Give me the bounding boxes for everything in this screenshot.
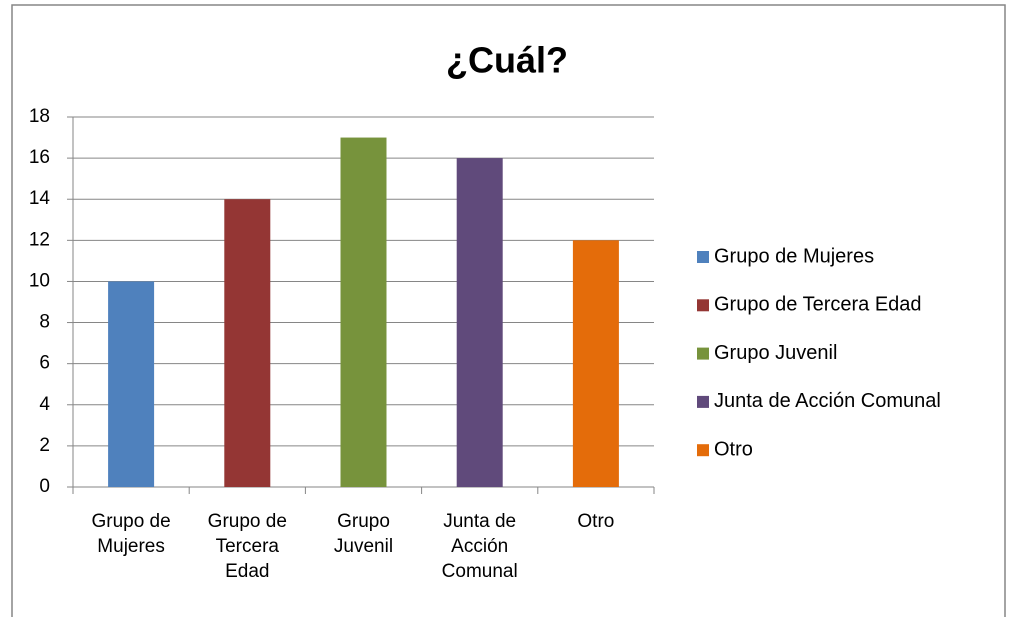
legend-swatch — [697, 395, 709, 408]
y-tick-label: 14 — [29, 188, 51, 209]
y-tick-label: 8 — [39, 312, 50, 333]
legend-swatch — [697, 347, 709, 360]
x-tick-label: Grupo de Tercera Edad — [207, 511, 287, 582]
bar — [108, 281, 155, 487]
y-tick-label: 4 — [39, 394, 50, 415]
legend-label: Grupo de Mujeres — [714, 245, 874, 267]
x-tick-label: Grupo de Mujeres — [91, 511, 171, 557]
x-tick-label: Junta de Acción Comunal — [441, 511, 518, 582]
bar — [572, 240, 619, 487]
x-tick-label: Otro — [577, 511, 615, 532]
y-tick-label: 16 — [29, 147, 50, 168]
bar — [224, 199, 271, 487]
y-tick-label: 0 — [39, 476, 50, 497]
y-tick-label: 6 — [39, 353, 50, 374]
legend-swatch — [697, 299, 709, 312]
legend-label: Grupo Juvenil — [714, 342, 837, 364]
x-tick-label: Grupo Juvenil — [333, 511, 394, 557]
chart-frame — [11, 4, 1006, 617]
legend-label: Junta de Acción Comunal — [714, 390, 941, 412]
legend-swatch — [697, 444, 709, 457]
legend-label: Grupo de Tercera Edad — [714, 294, 922, 316]
bar — [456, 158, 503, 487]
y-tick-label: 18 — [29, 106, 50, 127]
y-tick-label: 10 — [29, 270, 50, 291]
y-tick-label: 2 — [39, 435, 50, 456]
y-tick-label: 12 — [29, 229, 50, 250]
chart-title: ¿Cuál? — [446, 40, 568, 81]
legend-label: Otro — [714, 438, 753, 460]
legend-swatch — [697, 251, 709, 263]
bar — [340, 137, 387, 488]
